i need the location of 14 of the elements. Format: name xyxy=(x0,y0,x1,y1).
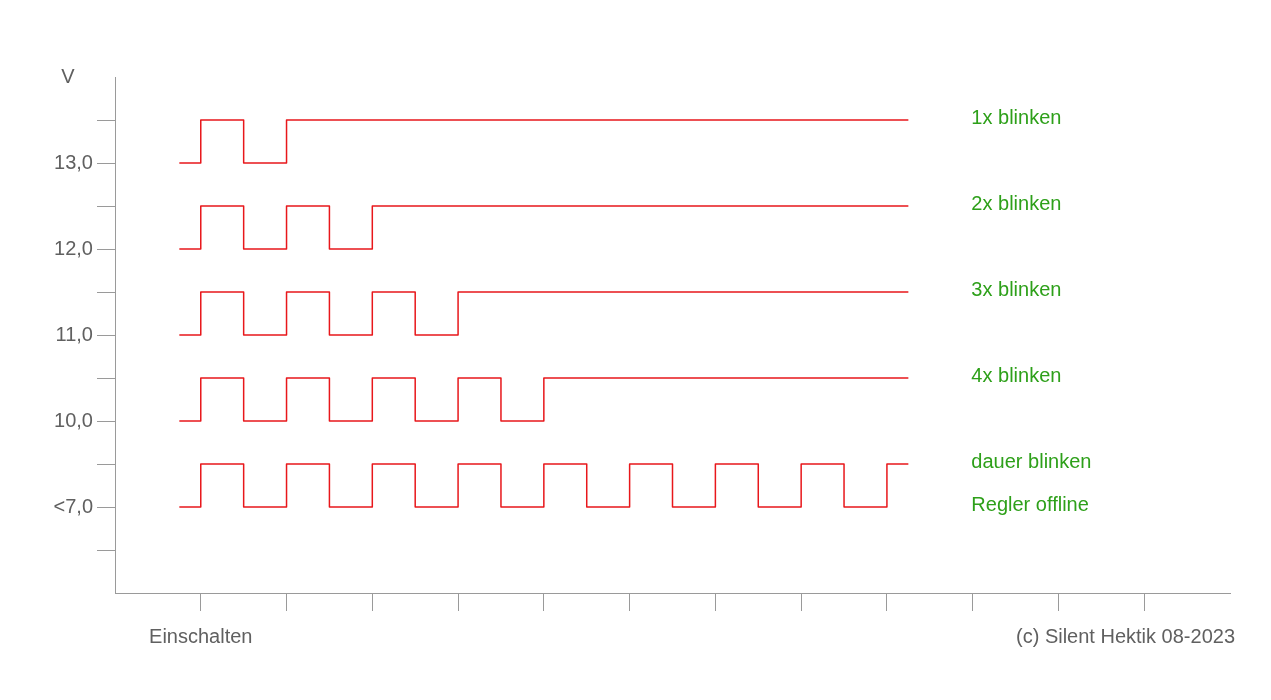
text: 1x blinken xyxy=(971,105,1062,128)
text: (c) Silent Hektik 08-2023 xyxy=(1016,624,1235,647)
y-tick-label: 12,0 xyxy=(54,236,93,259)
y-tick-label: 11,0 xyxy=(55,322,93,345)
text: 4x blinken xyxy=(971,363,1062,386)
y-tick-label: 13,0 xyxy=(54,150,93,173)
x-tick-label: Einschalten xyxy=(149,624,253,647)
y-tick-label: <7,0 xyxy=(53,494,93,517)
text: 2x blinken xyxy=(971,191,1062,214)
y-axis-title: V xyxy=(61,64,76,87)
text: Regler offline xyxy=(971,492,1089,515)
text: 3x blinken xyxy=(971,277,1062,300)
y-tick-label: 10,0 xyxy=(54,408,93,431)
text: dauer blinken xyxy=(971,449,1092,472)
